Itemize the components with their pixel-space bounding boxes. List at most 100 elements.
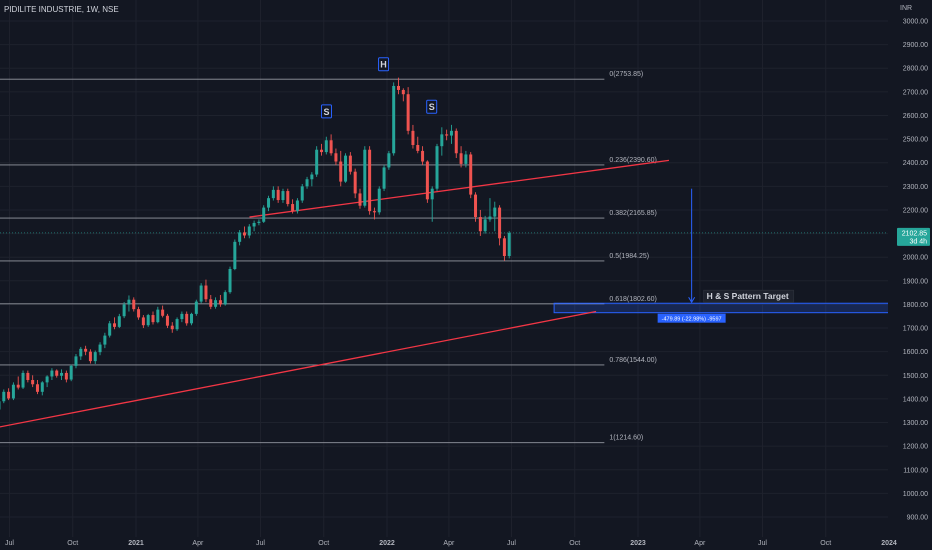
candle-body xyxy=(425,161,429,200)
candle-body xyxy=(247,226,251,236)
candle-body xyxy=(146,315,150,326)
price-tick-label: 1100.00 xyxy=(903,467,928,474)
candle-body xyxy=(199,285,203,302)
candle-body xyxy=(267,198,271,208)
candle-body xyxy=(122,304,126,317)
candle-body xyxy=(88,351,92,362)
candle-body xyxy=(31,380,35,385)
candle-body xyxy=(112,323,116,327)
last-price-badge[interactable] xyxy=(897,227,930,246)
candle-body xyxy=(401,89,405,95)
trendline-support[interactable] xyxy=(0,310,597,434)
candle-body xyxy=(324,140,328,153)
candle-body xyxy=(98,344,102,353)
candle-body xyxy=(50,370,54,377)
time-tick-label: Apr xyxy=(694,540,706,547)
hs-annotations: S H S xyxy=(320,57,438,119)
pattern-marker-H: H xyxy=(380,60,387,70)
candle-body xyxy=(233,241,237,269)
time-tick-label: Oct xyxy=(318,540,329,547)
price-axis[interactable]: INR 900.00 1000.00 1100.00 1200.00 1300.00 140… xyxy=(888,0,932,550)
candle-body xyxy=(242,232,246,236)
target-arrowhead xyxy=(688,296,696,304)
candle-body xyxy=(55,370,59,376)
candle-body xyxy=(382,167,386,189)
candle-body xyxy=(141,317,145,326)
last-price-label: 2102.85 xyxy=(902,230,927,237)
candle-body xyxy=(93,352,97,362)
price-tick-label: 2700.00 xyxy=(903,89,928,96)
candle-body xyxy=(218,300,222,305)
candle-body xyxy=(300,186,304,201)
candle-body xyxy=(132,299,136,310)
fib-level-label: 0.382(2165.85) xyxy=(609,210,656,217)
candle-body xyxy=(319,149,323,153)
fib-level-label: 0.786(1544.00) xyxy=(609,357,656,364)
fib-level-label: 0(2753.85) xyxy=(609,71,643,78)
candle-body xyxy=(271,189,275,199)
candle-body xyxy=(276,189,280,201)
price-tick-label: 2900.00 xyxy=(903,42,928,49)
candle-body xyxy=(310,174,314,180)
gridlines xyxy=(0,0,890,537)
target-label-bg xyxy=(703,289,795,303)
time-axis[interactable]: Jul Oct 2021 Apr Jul Oct 2022 Apr Jul Oct 2023 Apr J… xyxy=(0,537,932,550)
fibonacci-retracement[interactable]: 0(2753.85) 0.236(2390.60) 0.382(2165.85) 0.… xyxy=(0,71,657,444)
candle-body xyxy=(156,309,160,323)
time-tick-label: Oct xyxy=(67,540,78,547)
candle-body xyxy=(334,153,338,162)
countdown-label: 3d 4h xyxy=(909,238,927,245)
pattern-target-zone[interactable]: H & S Pattern Target -479.89 (-22.98%) -9… xyxy=(553,188,932,323)
price-tick-label: 1900.00 xyxy=(903,278,928,285)
candle-body xyxy=(368,149,372,212)
candle-body xyxy=(190,313,194,324)
candle-body xyxy=(170,325,174,330)
candle-body xyxy=(16,384,20,388)
candle-body xyxy=(291,204,295,212)
price-tick-label: 1700.00 xyxy=(903,326,928,333)
trendline-neckline[interactable] xyxy=(249,159,670,218)
candle-body xyxy=(45,376,49,383)
candle-body xyxy=(406,94,410,131)
candle-body xyxy=(127,299,131,305)
candle-body xyxy=(281,191,285,201)
symbol-title[interactable]: PIDILITE INDUSTRIE, 1W, NSE xyxy=(4,5,119,14)
price-tick-label: 2600.00 xyxy=(903,113,928,120)
price-tick-label: 1500.00 xyxy=(903,373,928,380)
candle-body xyxy=(295,200,299,212)
time-tick-label: 2023 xyxy=(630,540,646,547)
fib-level-label: 0.618(1802.60) xyxy=(609,296,656,303)
candle-body xyxy=(498,207,502,239)
pattern-marker-S: S xyxy=(323,107,329,117)
candle-body xyxy=(445,134,449,136)
candle-body xyxy=(223,292,227,305)
candle-body xyxy=(103,335,107,345)
candle-body xyxy=(478,217,482,232)
candle-body xyxy=(430,188,434,200)
candle-body xyxy=(161,309,165,316)
candle-body xyxy=(387,153,391,168)
fib-level-label: 0.5(1984.25) xyxy=(609,253,649,260)
candle-body xyxy=(488,216,492,220)
candle-body xyxy=(454,130,458,154)
candle-body xyxy=(151,315,155,323)
candle-body xyxy=(372,211,376,213)
target-zone-box[interactable] xyxy=(553,302,932,314)
price-tick-label: 1000.00 xyxy=(903,491,928,498)
candle-body xyxy=(339,161,343,182)
candle-body xyxy=(209,299,213,307)
candle-body xyxy=(252,222,256,227)
candle-body xyxy=(315,149,319,175)
candle-body xyxy=(397,85,401,90)
trendlines[interactable] xyxy=(0,159,670,434)
candle-body xyxy=(502,238,506,257)
candlestick-series xyxy=(0,77,511,410)
candle-body xyxy=(26,372,30,381)
candle-body xyxy=(440,134,444,147)
candle-body xyxy=(108,323,112,336)
candle-body xyxy=(238,232,242,242)
candle-body xyxy=(84,348,88,352)
candle-body xyxy=(421,150,425,162)
